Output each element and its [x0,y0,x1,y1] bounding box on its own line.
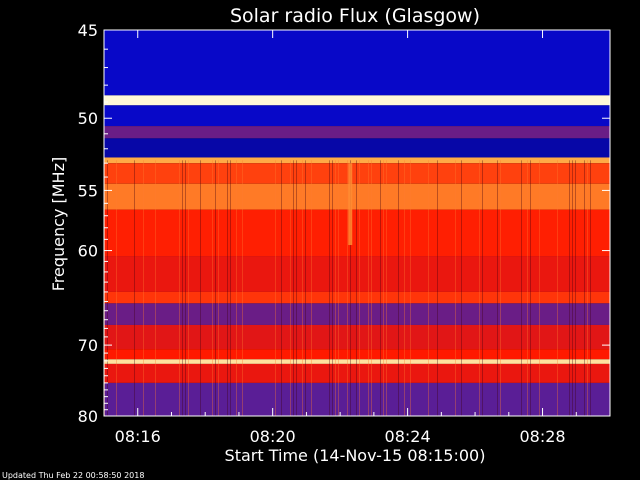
x-tick-label-0: 08:16 [115,427,161,446]
updated-timestamp: Updated Thu Feb 22 00:58:50 2018 [2,471,144,480]
x-tick-label-2: 08:24 [385,427,431,446]
frequency-band-13 [104,349,610,360]
frequency-band-14 [104,359,610,364]
chart-title: Solar radio Flux (Glasgow) [230,5,480,27]
axes: 45 50 55 60 70 80 08:16 08:20 08:24 08:28 [78,21,611,446]
x-tick-label-1: 08:20 [250,427,296,446]
plot-frame [103,29,611,417]
y-tick-label-45: 45 [78,21,98,40]
frequency-band-3 [104,126,610,139]
frequency-band-16 [104,382,610,416]
y-tick-label-80: 80 [78,407,98,426]
frequency-band-0 [104,30,610,96]
frequency-band-8 [104,209,610,257]
frequency-band-15 [104,363,610,383]
frequency-band-9 [104,256,610,292]
burst-streak [348,163,353,246]
frequency-band-6 [104,163,610,184]
frequency-band-1 [104,95,610,106]
frequency-band-10 [104,291,610,304]
y-tick-label-60: 60 [78,242,98,261]
y-tick-label-50: 50 [78,109,98,128]
frequency-band-12 [104,324,610,350]
frequency-band-11 [104,303,610,325]
frequency-band-7 [104,183,610,210]
frequency-band-2 [104,105,610,127]
frequency-band-4 [104,138,610,158]
x-axis-label: Start Time (14-Nov-15 08:15:00) [225,446,486,465]
x-tick-label-3: 08:28 [519,427,565,446]
y-tick-label-55: 55 [78,181,98,200]
plot-area [104,30,610,416]
frequency-band-5 [104,157,610,164]
y-axis-label: Frequency [MHz] [49,157,68,291]
y-tick-label-70: 70 [78,336,98,355]
